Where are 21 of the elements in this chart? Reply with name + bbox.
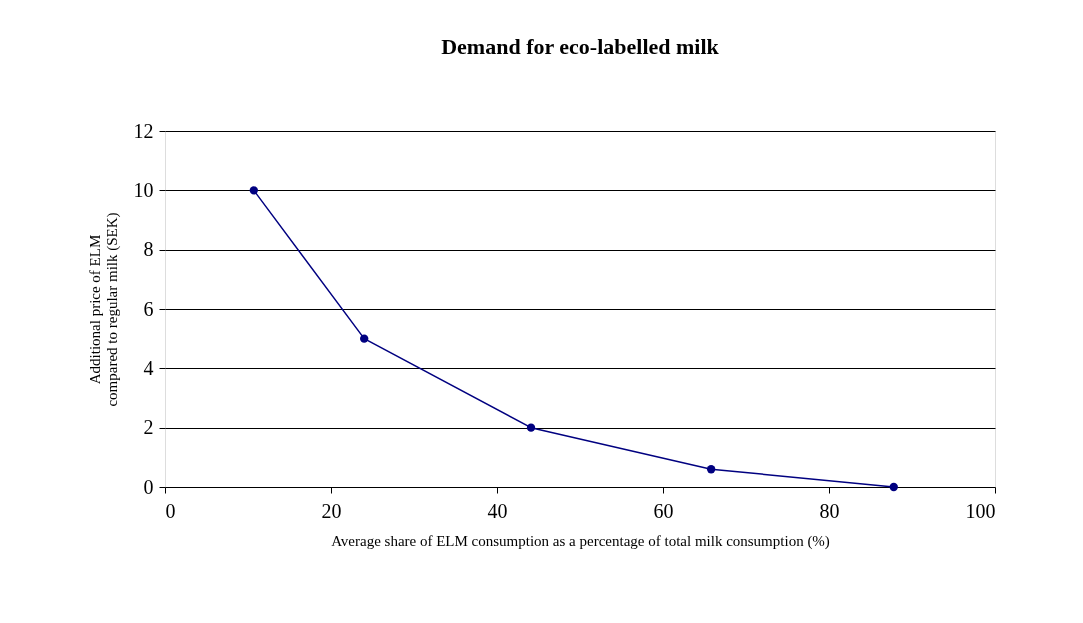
y-axis-title: Additional price of ELM compared to regular milk (SEK)	[86, 212, 121, 407]
x-tick-label: 40	[487, 499, 508, 522]
x-tick-label: 100	[965, 499, 996, 522]
y-tick-label: 6	[143, 297, 154, 320]
point	[706, 465, 716, 474]
y-tick-label: 10	[133, 178, 154, 201]
y-tick-label: 0	[143, 475, 154, 498]
y-tick-label: 2	[143, 416, 154, 439]
point	[889, 482, 898, 492]
y-tick-label: 4	[143, 356, 154, 379]
x-tick-label: 0	[165, 499, 176, 522]
point	[249, 186, 258, 195]
point	[360, 334, 369, 343]
x-tick-label: 80	[819, 499, 840, 522]
y-tick-label: 8	[143, 238, 154, 261]
y-tick-label: 12	[133, 119, 154, 142]
x-tick-label: 60	[653, 499, 674, 522]
point	[526, 423, 536, 432]
x-tick-label: 20	[321, 499, 342, 522]
x-axis-title: Average share of ELM consumption as a percentage of total milk consumption (%)	[331, 532, 830, 550]
chart-title: Demand for eco-labelled milk	[441, 34, 720, 59]
